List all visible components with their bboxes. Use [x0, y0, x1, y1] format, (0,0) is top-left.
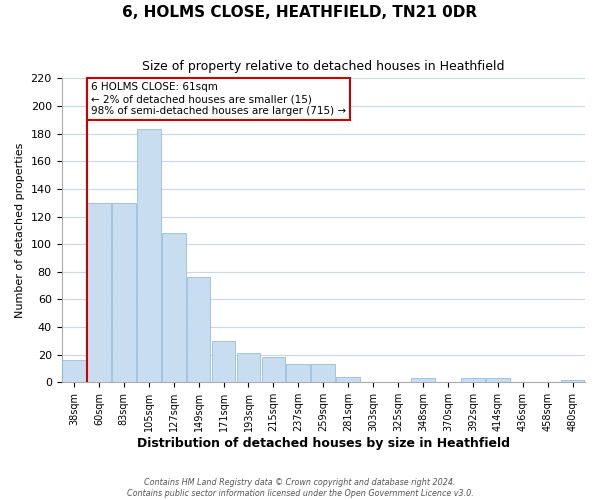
Bar	[486, 378, 509, 382]
Bar	[162, 233, 185, 382]
Title: Size of property relative to detached houses in Heathfield: Size of property relative to detached ho…	[142, 60, 505, 73]
Bar	[337, 377, 360, 382]
X-axis label: Distribution of detached houses by size in Heathfield: Distribution of detached houses by size …	[137, 437, 510, 450]
Bar	[461, 378, 485, 382]
Bar	[87, 202, 111, 382]
Y-axis label: Number of detached properties: Number of detached properties	[15, 142, 25, 318]
Bar	[187, 278, 211, 382]
Bar	[137, 130, 161, 382]
Bar	[262, 358, 285, 382]
Text: Contains HM Land Registry data © Crown copyright and database right 2024.
Contai: Contains HM Land Registry data © Crown c…	[127, 478, 473, 498]
Bar	[560, 380, 584, 382]
Bar	[411, 378, 435, 382]
Bar	[62, 360, 86, 382]
Text: 6, HOLMS CLOSE, HEATHFIELD, TN21 0DR: 6, HOLMS CLOSE, HEATHFIELD, TN21 0DR	[122, 5, 478, 20]
Bar	[311, 364, 335, 382]
Bar	[112, 202, 136, 382]
Text: 6 HOLMS CLOSE: 61sqm
← 2% of detached houses are smaller (15)
98% of semi-detach: 6 HOLMS CLOSE: 61sqm ← 2% of detached ho…	[91, 82, 346, 116]
Bar	[286, 364, 310, 382]
Bar	[236, 354, 260, 382]
Bar	[212, 341, 235, 382]
